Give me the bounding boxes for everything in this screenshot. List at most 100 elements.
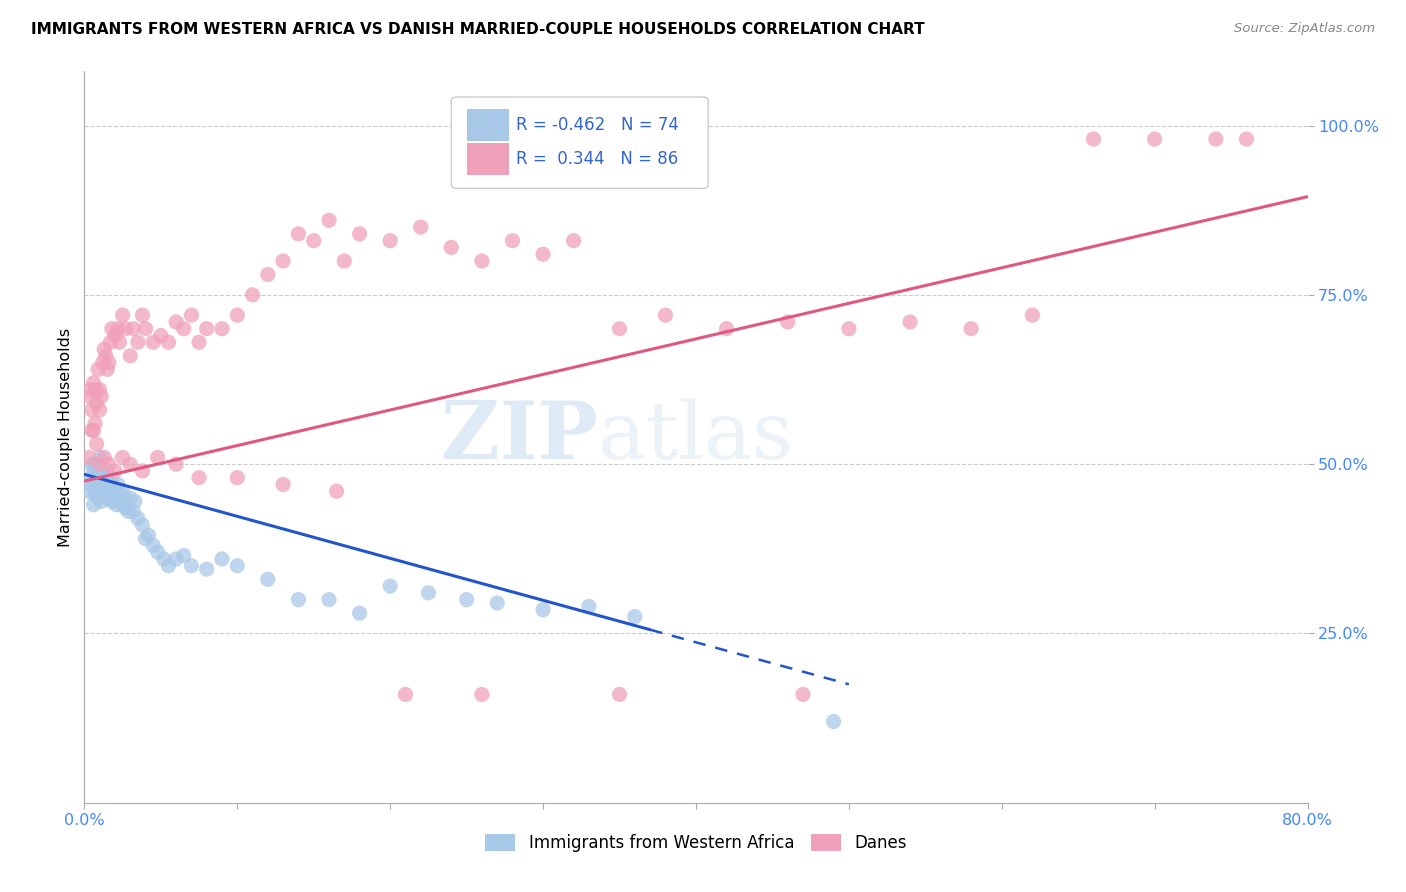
Point <box>173 549 195 563</box>
Point <box>1021 308 1043 322</box>
Point <box>165 457 187 471</box>
Point <box>146 545 169 559</box>
Point <box>349 606 371 620</box>
Point <box>333 254 356 268</box>
Point <box>271 254 294 268</box>
Point <box>195 562 218 576</box>
Point <box>624 609 647 624</box>
Point <box>131 518 153 533</box>
Point <box>318 213 340 227</box>
Text: R =  0.344   N = 86: R = 0.344 N = 86 <box>516 150 679 168</box>
Point <box>1083 132 1105 146</box>
Point <box>471 254 494 268</box>
Point <box>471 688 494 702</box>
Point <box>325 484 347 499</box>
Point <box>165 315 187 329</box>
Point <box>96 464 118 478</box>
Point <box>98 484 121 499</box>
Text: R = -0.462   N = 74: R = -0.462 N = 74 <box>516 116 679 134</box>
Point <box>114 501 136 516</box>
Point <box>120 457 142 471</box>
Point <box>609 688 631 702</box>
Point <box>380 579 402 593</box>
Point <box>84 488 107 502</box>
Point <box>138 528 160 542</box>
Point <box>654 308 676 322</box>
Point <box>91 488 114 502</box>
Point <box>89 403 111 417</box>
Point <box>93 342 115 356</box>
Point <box>149 328 172 343</box>
Point <box>195 322 218 336</box>
Point <box>83 423 105 437</box>
Point <box>94 484 117 499</box>
Point <box>94 471 117 485</box>
Point <box>80 403 103 417</box>
Point <box>108 488 131 502</box>
Point <box>122 505 145 519</box>
Point <box>173 322 195 336</box>
Point <box>120 349 142 363</box>
Point <box>104 328 127 343</box>
Point <box>77 450 100 465</box>
Point <box>838 322 860 336</box>
Point <box>89 383 111 397</box>
Point <box>90 477 112 491</box>
Point <box>93 467 115 482</box>
Point <box>242 288 264 302</box>
Point <box>97 457 120 471</box>
Point <box>716 322 738 336</box>
Point <box>302 234 325 248</box>
Point <box>111 450 134 465</box>
FancyBboxPatch shape <box>467 109 509 141</box>
Point <box>104 464 127 478</box>
Point <box>94 349 117 363</box>
Point <box>77 389 100 403</box>
Point <box>97 491 120 505</box>
Point <box>86 396 108 410</box>
Point <box>823 714 845 729</box>
Point <box>349 227 371 241</box>
Point <box>110 494 132 508</box>
Point <box>157 558 180 573</box>
Point <box>107 491 129 505</box>
Point <box>89 484 111 499</box>
Point <box>83 464 105 478</box>
Text: ZIP: ZIP <box>441 398 598 476</box>
Point <box>101 477 124 491</box>
Point <box>142 538 165 552</box>
Point <box>97 477 120 491</box>
Point <box>101 494 124 508</box>
Point <box>271 477 294 491</box>
Point <box>120 491 142 505</box>
Point <box>77 484 100 499</box>
Point <box>609 322 631 336</box>
Point <box>93 450 115 465</box>
Point <box>104 491 127 505</box>
Point <box>792 688 814 702</box>
Point <box>1236 132 1258 146</box>
Point <box>105 498 128 512</box>
Point <box>80 471 103 485</box>
Point <box>111 484 134 499</box>
Point <box>93 481 115 495</box>
Point <box>107 322 129 336</box>
Point <box>502 234 524 248</box>
Point <box>80 423 103 437</box>
Point <box>91 355 114 369</box>
FancyBboxPatch shape <box>451 97 709 188</box>
Point <box>89 471 111 485</box>
Point <box>456 592 478 607</box>
Point <box>103 488 125 502</box>
Point <box>91 474 114 488</box>
Point <box>90 494 112 508</box>
Point <box>418 586 440 600</box>
Point <box>226 471 249 485</box>
Point <box>287 592 309 607</box>
Point <box>394 688 416 702</box>
Point <box>111 308 134 322</box>
Point <box>127 511 149 525</box>
Point <box>226 558 249 573</box>
Point <box>131 308 153 322</box>
Point <box>90 389 112 403</box>
